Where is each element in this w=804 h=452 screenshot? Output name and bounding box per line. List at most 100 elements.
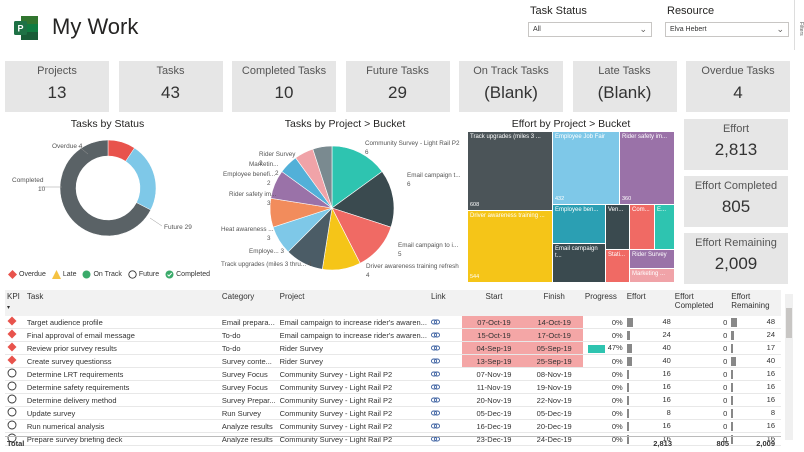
progress-cell: 0% bbox=[582, 367, 625, 381]
task-status-value: All bbox=[533, 26, 541, 33]
effort-card-value: 805 bbox=[721, 197, 751, 216]
tasks-by-project-pie[interactable]: 6 Community Survey - Light Rail P2 6 Email … bbox=[215, 130, 470, 282]
filters-pane-toggle[interactable]: Filters bbox=[794, 0, 804, 50]
link-cell[interactable] bbox=[428, 328, 463, 342]
table-row[interactable]: Run numerical analysis Analyze results Com… bbox=[5, 419, 781, 433]
treemap-tile[interactable]: Stati... bbox=[606, 250, 629, 282]
link-icon[interactable] bbox=[431, 384, 440, 390]
link-icon[interactable] bbox=[431, 423, 440, 429]
treemap-tile[interactable]: Employee Job Fair 432 bbox=[553, 132, 619, 204]
treemap-tile[interactable]: Rider safety im... 360 bbox=[620, 132, 674, 204]
donut-slice-future[interactable] bbox=[59, 139, 152, 237]
donut-label: Completed bbox=[12, 177, 44, 184]
link-cell[interactable] bbox=[428, 393, 463, 407]
table-row[interactable]: Review prior survey results To-do Rider Su… bbox=[5, 341, 781, 355]
column-header[interactable]: Project bbox=[277, 290, 429, 316]
progress-cell: 0% bbox=[582, 419, 625, 433]
treemap-tile[interactable]: Com... bbox=[630, 205, 654, 249]
treemap-tile-value: 608 bbox=[470, 202, 480, 208]
effort-remaining-value: 16 bbox=[766, 434, 775, 443]
effort-card-label: Effort Remaining bbox=[695, 237, 777, 249]
effort-completed-cell: 0 bbox=[672, 341, 730, 355]
table-scrollbar[interactable] bbox=[785, 294, 793, 440]
kpi-card: Late Tasks (Blank) bbox=[572, 61, 677, 112]
treemap-tile[interactable]: Ven... bbox=[606, 205, 629, 249]
pie-slice[interactable] bbox=[312, 145, 333, 209]
treemap-tile-label: Rider Survey bbox=[632, 252, 667, 258]
kpi-cell bbox=[5, 328, 25, 342]
progress-cell: 0% bbox=[582, 328, 625, 342]
table-row[interactable]: Determine safety requirements Survey Focu… bbox=[5, 380, 781, 394]
kpi-label: On Track Tasks bbox=[473, 65, 549, 77]
link-cell[interactable] bbox=[428, 367, 463, 381]
link-icon[interactable] bbox=[431, 410, 440, 416]
scrollbar-thumb[interactable] bbox=[786, 308, 792, 338]
link-icon[interactable] bbox=[431, 358, 440, 364]
start-cell: 20-Nov-19 bbox=[462, 393, 526, 407]
pie-slice[interactable] bbox=[331, 171, 395, 228]
column-header[interactable]: Finish bbox=[525, 290, 583, 316]
treemap-tile[interactable]: Track upgrades (miles 3 ... 608 bbox=[468, 132, 552, 210]
pie-value-label: 3 bbox=[267, 235, 271, 242]
treemap-tile[interactable]: Driver awareness training ... 544 bbox=[468, 211, 552, 282]
column-header[interactable]: KPI ▾ bbox=[5, 290, 25, 316]
table-row[interactable]: Determine LRT requirements Survey Focus Co… bbox=[5, 367, 781, 381]
task-status-dropdown[interactable]: All ⌄ bbox=[528, 22, 652, 37]
kpi-card: Future Tasks 29 bbox=[345, 61, 450, 112]
table-row[interactable]: Update survey Run Survey Community Survey … bbox=[5, 406, 781, 420]
category-cell: Analyze results bbox=[219, 432, 278, 446]
effort-remaining-value: 24 bbox=[766, 330, 775, 339]
link-icon[interactable] bbox=[431, 371, 440, 377]
task-cell: Prepare survey briefing deck bbox=[24, 432, 220, 446]
pie-value-label: 3 bbox=[267, 200, 271, 207]
finish-cell: 05-Dec-19 bbox=[525, 406, 583, 420]
link-icon[interactable] bbox=[431, 332, 440, 338]
link-cell[interactable] bbox=[428, 354, 463, 368]
future-circle-icon bbox=[7, 381, 17, 391]
treemap-tile[interactable]: Marketing ... bbox=[630, 269, 674, 282]
pie-label: Email campaign t... bbox=[407, 172, 461, 179]
table-row[interactable]: Create survey questionss Survey conte... R… bbox=[5, 354, 781, 368]
link-cell[interactable] bbox=[428, 316, 463, 329]
column-header[interactable]: Progress bbox=[582, 290, 625, 316]
link-cell[interactable] bbox=[428, 406, 463, 420]
table-row[interactable]: Target audience profile Email prepara... E… bbox=[5, 316, 781, 329]
effort-completed-cell: 0 bbox=[672, 406, 730, 420]
start-cell: 16-Dec-19 bbox=[462, 419, 526, 433]
effort-remaining-bar bbox=[731, 331, 735, 340]
link-cell[interactable] bbox=[428, 419, 463, 433]
link-cell[interactable] bbox=[428, 380, 463, 394]
column-header[interactable]: Start bbox=[462, 290, 526, 316]
column-header[interactable]: Effort Completed bbox=[672, 290, 730, 316]
treemap-tile[interactable]: Rider Survey bbox=[630, 250, 674, 268]
column-header[interactable]: Category bbox=[219, 290, 278, 316]
treemap-tile[interactable]: Email campaign t... bbox=[553, 244, 605, 282]
column-header[interactable]: Effort Remaining bbox=[729, 290, 781, 316]
effort-remaining-value: 48 bbox=[766, 317, 775, 326]
column-header[interactable]: Effort bbox=[624, 290, 673, 316]
donut-slice-completed[interactable] bbox=[125, 147, 157, 211]
treemap-tile[interactable]: Employee ben... bbox=[553, 205, 605, 243]
table-row[interactable]: Final approval of email message To-do Emai… bbox=[5, 328, 781, 342]
treemap-tile[interactable]: E... bbox=[655, 205, 674, 249]
link-icon[interactable] bbox=[431, 319, 440, 325]
category-cell: To-do bbox=[219, 341, 278, 355]
filters-pane-label: Filters bbox=[798, 22, 804, 36]
link-icon[interactable] bbox=[431, 345, 440, 351]
progress-cell: 47% bbox=[582, 341, 625, 355]
table-row[interactable]: Determine delivery method Survey Prepar..… bbox=[5, 393, 781, 407]
task-cell: Target audience profile bbox=[24, 316, 220, 329]
resource-dropdown[interactable]: Elva Hebert ⌄ bbox=[665, 22, 789, 37]
table-row[interactable]: Prepare survey briefing deck Analyze resu… bbox=[5, 432, 781, 446]
chevron-down-icon: ⌄ bbox=[639, 24, 647, 34]
effort-treemap[interactable]: Track upgrades (miles 3 ... 608 Employee J… bbox=[468, 132, 674, 282]
column-header[interactable]: Task bbox=[24, 290, 220, 316]
pie-slice[interactable] bbox=[331, 145, 383, 209]
effort-value: 24 bbox=[662, 330, 671, 339]
sort-caret-icon[interactable]: ▾ bbox=[7, 305, 11, 311]
link-cell[interactable] bbox=[428, 341, 463, 355]
tasks-by-status-donut[interactable]: Overdue 4 10 Completed Future 29 bbox=[0, 130, 210, 270]
link-icon[interactable] bbox=[431, 397, 440, 403]
column-header[interactable]: Link bbox=[428, 290, 463, 316]
progress-cell: 0% bbox=[582, 316, 625, 329]
